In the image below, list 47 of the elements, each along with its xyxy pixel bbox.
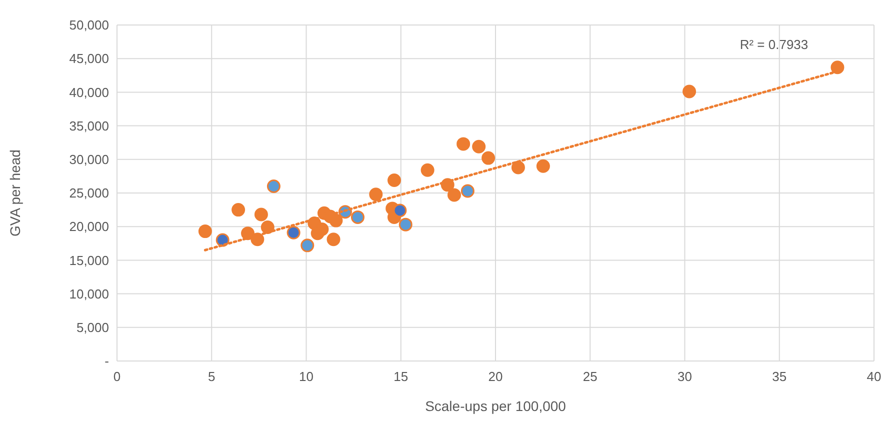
x-tick-label: 30 [678,369,692,384]
point [232,203,246,217]
x-tick-label: 0 [113,369,121,384]
point [369,188,383,202]
x-tick-label: 20 [488,369,503,384]
point [266,180,280,194]
point [830,60,844,74]
point [511,160,525,174]
point [393,204,407,218]
y-tick-label: 35,000 [69,118,109,134]
y-tick-label: - [104,354,109,369]
point [300,238,314,252]
point [388,173,401,187]
y-tick-label: 5,000 [76,320,109,335]
x-tick-label: 5 [208,369,216,384]
point [456,137,470,151]
x-tick-label: 40 [866,369,882,384]
y-tick-label: 20,000 [69,219,109,234]
x-tick-label: 25 [582,369,598,384]
point [398,218,412,232]
x-tick-label: 10 [299,369,314,384]
x-tick-label: 35 [772,369,787,384]
point [198,224,212,238]
y-tick-label: 50,000 [69,18,109,33]
y-tick-label: 30,000 [69,152,109,167]
x-axis-title: Scale-ups per 100,000 [425,398,566,414]
point [260,220,274,234]
x-tick-label: 15 [394,369,408,384]
point [286,226,300,240]
point [326,232,340,246]
point [472,140,486,154]
y-tick-label: 25,000 [69,186,109,201]
y-axis-title: GVA per head [7,150,23,236]
annotation: R² = 0.7933 [740,37,808,52]
point [460,184,474,198]
point [536,159,550,173]
point [420,163,434,177]
point [329,214,343,228]
point [682,84,696,98]
y-tick-label: 15,000 [69,252,109,268]
point [350,210,364,224]
point [482,151,496,165]
y-tick-label: 40,000 [69,84,109,100]
y-tick-label: 10,000 [69,286,109,302]
point [254,208,268,222]
y-tick-label: 45,000 [69,51,109,66]
point [447,188,461,202]
